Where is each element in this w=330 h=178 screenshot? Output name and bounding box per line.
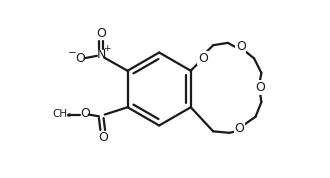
Text: O: O bbox=[198, 52, 208, 65]
Text: O: O bbox=[96, 27, 106, 40]
Text: O: O bbox=[80, 108, 90, 121]
Text: O: O bbox=[235, 122, 245, 135]
Text: N: N bbox=[97, 48, 106, 61]
Text: +: + bbox=[103, 44, 111, 53]
Text: O: O bbox=[75, 52, 85, 65]
Text: −: − bbox=[68, 48, 77, 58]
Text: CH₃: CH₃ bbox=[52, 109, 72, 119]
Text: O: O bbox=[98, 131, 108, 144]
Text: O: O bbox=[255, 81, 265, 94]
Text: O: O bbox=[236, 40, 246, 53]
